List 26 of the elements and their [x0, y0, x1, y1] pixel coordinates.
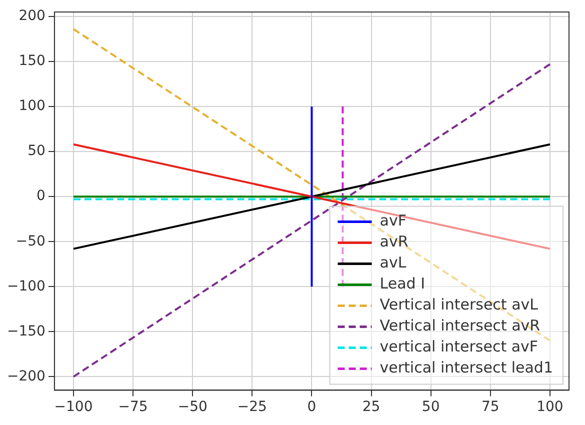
- legend-label: avF: [380, 212, 406, 230]
- x-tick-label: −50: [178, 399, 208, 416]
- x-tick-label: 0: [307, 399, 316, 416]
- x-tick-label: 100: [536, 399, 564, 416]
- y-tick-label: 50: [28, 143, 46, 160]
- legend-label: Vertical intersect avR: [380, 316, 540, 335]
- legend-label: avR: [380, 232, 408, 251]
- y-tick-label: −200: [7, 368, 46, 384]
- x-tick-label: −75: [118, 399, 148, 416]
- y-tick-label: −150: [7, 323, 46, 340]
- x-tick-label: 25: [362, 399, 380, 416]
- y-tick-label: −50: [16, 233, 46, 250]
- x-tick-label: 75: [481, 399, 500, 416]
- legend-label: Lead I: [380, 274, 425, 293]
- y-tick-label: 100: [18, 98, 46, 114]
- legend-label: Vertical intersect avL: [380, 296, 539, 314]
- y-tick-label: 150: [18, 53, 46, 70]
- y-tick-label: 200: [18, 8, 46, 24]
- y-tick-label: −100: [7, 278, 46, 294]
- legend-label: vertical intersect avF: [380, 338, 538, 356]
- legend-label: vertical intersect lead1: [380, 358, 554, 377]
- legend-label: avL: [380, 254, 407, 272]
- x-tick-label: −25: [237, 399, 267, 416]
- x-tick-label: 50: [422, 399, 440, 416]
- y-tick-label: 0: [36, 188, 46, 204]
- x-tick-label: −100: [54, 399, 93, 416]
